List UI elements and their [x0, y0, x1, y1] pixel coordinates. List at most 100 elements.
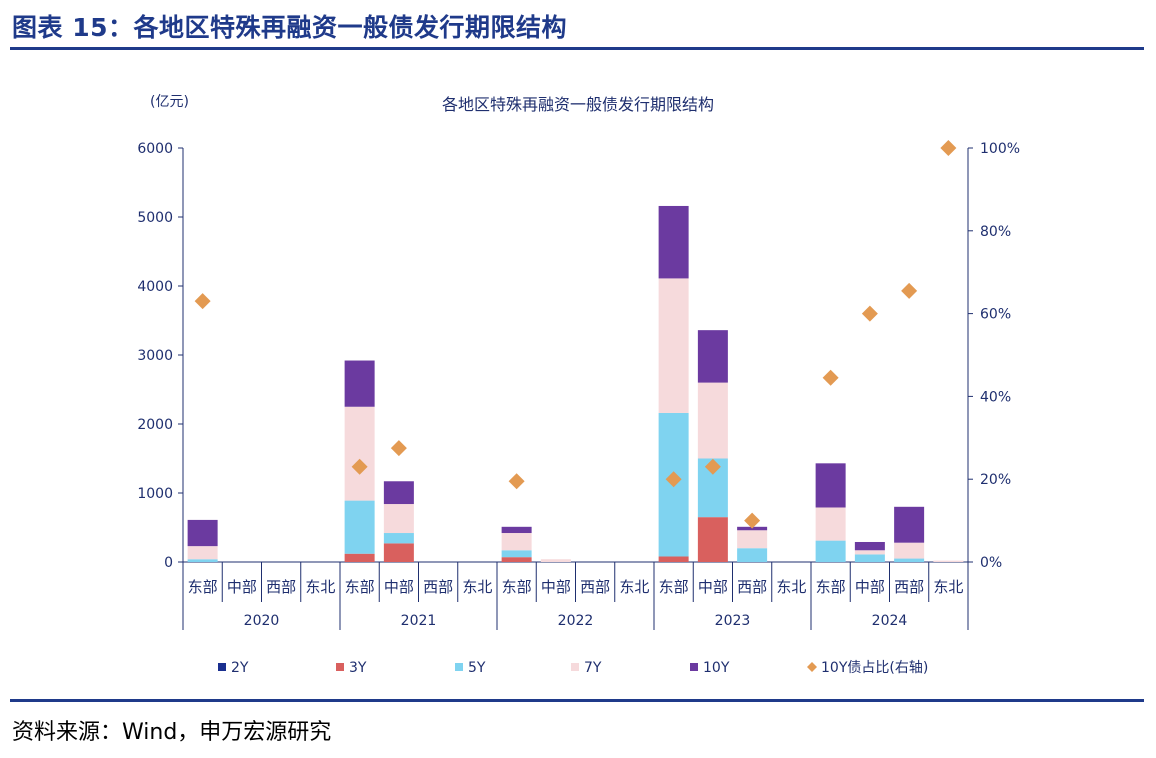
y2-tick-label: 0% [980, 555, 1002, 571]
bar-segment-5Y [383, 533, 414, 544]
x-category-label: 中部 [227, 578, 257, 596]
bar-segment-7Y [737, 530, 768, 549]
x-category-label: 西部 [423, 578, 453, 596]
bar-segment-3Y [658, 556, 689, 562]
stacked-bar-chart: 各地区特殊再融资一般债发行期限结构 (亿元) 0 1000 2000 3000 4000… [137, 94, 1020, 676]
y-tick-label: 3000 [137, 348, 173, 364]
y2-tick-label: 100% [980, 141, 1020, 157]
x-category-label: 东部 [345, 578, 375, 596]
x-category-label: 中部 [855, 578, 885, 596]
legend-label: 7Y [584, 660, 602, 676]
bar-segment-7Y [187, 546, 218, 560]
ratio-marker [901, 282, 918, 299]
y2-tick-label: 20% [980, 472, 1011, 488]
x-category-label: 东北 [933, 578, 963, 596]
y-tick-label: 4000 [137, 279, 173, 295]
legend-swatch-10Y [690, 663, 698, 671]
y2-tick-label: 80% [980, 224, 1011, 240]
bottom-rule [10, 699, 1144, 702]
bar-segment-7Y [383, 504, 414, 534]
bar-segment-7Y [894, 542, 925, 559]
legend-swatch-5Y [455, 663, 463, 671]
bar-segment-3Y [383, 543, 414, 562]
bar-segment-3Y [697, 517, 728, 562]
legend-label: 3Y [349, 660, 367, 676]
bar-segment-3Y [501, 557, 532, 562]
x-category-label: 西部 [737, 578, 767, 596]
ratio-marker [704, 458, 721, 475]
bars [187, 205, 964, 562]
y-tick-label: 1000 [137, 486, 173, 502]
bar-segment-5Y [344, 500, 375, 554]
ratio-marker [744, 512, 761, 529]
y2-tick-label: 40% [980, 389, 1011, 405]
legend-label: 2Y [231, 660, 249, 676]
legend-swatch-2Y [218, 663, 226, 671]
figure-title: 图表 15：各地区特殊再融资一般债发行期限结构 [12, 13, 567, 42]
x-category-label: 西部 [894, 578, 924, 596]
bar-segment-10Y [854, 541, 885, 551]
bar-segment-10Y [383, 481, 414, 505]
x-category-label: 东部 [659, 578, 689, 596]
x-category-label: 东部 [188, 578, 218, 596]
source-note: 资料来源：Wind，申万宏源研究 [12, 720, 332, 745]
bar-segment-5Y [854, 554, 885, 562]
bar-segment-5Y [501, 550, 532, 558]
ratio-marker [940, 140, 957, 156]
legend-label: 10Y [703, 660, 730, 676]
y-tick-label: 2000 [137, 417, 173, 433]
x-category-label: 中部 [384, 578, 414, 596]
bar-segment-10Y [658, 205, 689, 279]
ratio-marker [351, 458, 368, 475]
x-group-label: 2021 [401, 613, 437, 629]
bar-segment-10Y [501, 526, 532, 534]
bar-segment-7Y [697, 382, 728, 459]
x-category-label: 东部 [502, 578, 532, 596]
legend-swatch-ratio [807, 662, 817, 672]
legend: 2Y 3Y 5Y 7Y 10Y 10Y债占比(右轴) [218, 660, 928, 676]
x-group-label: 2020 [244, 613, 280, 629]
bar-segment-5Y [894, 558, 925, 562]
top-rule [10, 47, 1144, 50]
bar-segment-7Y [658, 278, 689, 413]
bar-segment-7Y [344, 406, 375, 501]
ratio-marker [508, 473, 525, 490]
bar-segment-5Y [737, 548, 768, 562]
ratio-marker [861, 305, 878, 322]
bar-segment-5Y [815, 540, 846, 562]
y-tick-label: 0 [164, 555, 173, 571]
x-category-label: 西部 [580, 578, 610, 596]
x-category-label: 东北 [619, 578, 649, 596]
x-category-label: 中部 [541, 578, 571, 596]
bar-segment-7Y [501, 533, 532, 551]
y-tick-label: 6000 [137, 141, 173, 157]
bar-segment-10Y [697, 330, 728, 383]
x-category-label: 西部 [266, 578, 296, 596]
ratio-marker [390, 440, 407, 457]
axes: 0 1000 2000 3000 4000 5000 6000 0% 20% 40% 60% 80% 1… [137, 141, 1020, 630]
bar-segment-10Y [344, 360, 375, 407]
x-group-label: 2024 [872, 613, 908, 629]
x-category-label: 东北 [462, 578, 492, 596]
bar-segment-7Y [854, 550, 885, 555]
bar-segment-10Y [187, 519, 218, 547]
bar-segment-3Y [344, 553, 375, 562]
ratio-marker [194, 293, 211, 310]
x-category-label: 东部 [816, 578, 846, 596]
legend-label: 5Y [468, 660, 486, 676]
legend-swatch-3Y [336, 663, 344, 671]
bar-segment-10Y [894, 506, 925, 543]
x-group-label: 2022 [558, 613, 594, 629]
x-category-label: 东北 [776, 578, 806, 596]
bar-segment-7Y [815, 507, 846, 541]
x-category-label: 东北 [305, 578, 335, 596]
bar-segment-5Y [187, 559, 218, 562]
legend-swatch-7Y [571, 663, 579, 671]
bar-segment-7Y [540, 559, 571, 562]
bar-segment-10Y [815, 463, 846, 508]
ratio-marker [822, 369, 839, 386]
bar-segment-7Y [933, 560, 964, 562]
ratio-markers [194, 140, 957, 529]
y-axis-unit-label: (亿元) [150, 94, 189, 110]
x-category-label: 中部 [698, 578, 728, 596]
